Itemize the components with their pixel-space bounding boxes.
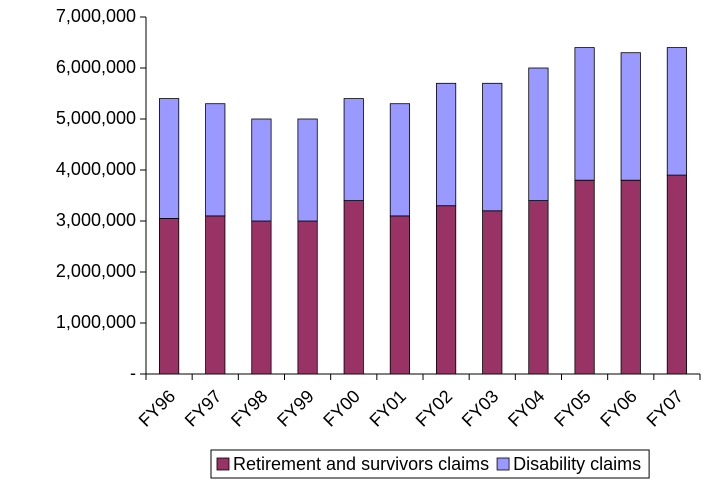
legend-swatch [496, 457, 510, 471]
bar-segment [158, 218, 180, 375]
legend-swatch [216, 457, 230, 471]
bar-segment [435, 82, 457, 207]
x-tick-label: FY06 [596, 386, 641, 431]
x-tick-label: FY03 [458, 386, 503, 431]
x-tick-label: FY07 [643, 386, 688, 431]
x-tick-label: FY00 [319, 386, 364, 431]
x-tick-label: FY99 [273, 386, 318, 431]
x-tick-label: FY97 [181, 386, 226, 431]
x-tick-label: FY01 [366, 386, 411, 431]
bar-segment [389, 215, 411, 375]
x-tick-label: FY98 [227, 386, 272, 431]
x-tick-label: FY02 [412, 386, 457, 431]
legend-box [210, 449, 650, 479]
bar-segment [158, 98, 180, 219]
bar-segment [205, 103, 226, 217]
bar-segment [528, 67, 549, 202]
legend-label: Disability claims [513, 454, 641, 474]
legend-label: Retirement and survivors claims [233, 454, 489, 474]
bar-segment [251, 118, 272, 222]
y-tick-label: 5,000,000 [56, 108, 136, 128]
bar-segment [482, 210, 503, 375]
bar-segment [251, 220, 272, 375]
bar-segment [528, 200, 549, 375]
bar-segment [389, 103, 411, 217]
y-tick-label: - [130, 363, 136, 383]
x-tick-label: FY04 [504, 386, 549, 431]
bar-segment [482, 82, 503, 212]
bar-segment [666, 47, 688, 176]
bar-segment [620, 179, 641, 375]
bar-segment [574, 47, 595, 181]
bar-segment [205, 215, 226, 375]
y-tick-label: 1,000,000 [56, 312, 136, 332]
bar-segment [574, 179, 595, 375]
bar-segment [343, 98, 364, 201]
bar-segment [666, 174, 688, 375]
bar-segment [620, 52, 641, 181]
y-tick-label: 4,000,000 [56, 159, 136, 179]
x-tick-label: FY05 [550, 386, 595, 431]
y-tick-label: 2,000,000 [56, 261, 136, 281]
bar-segment [435, 205, 457, 375]
y-tick-label: 3,000,000 [56, 210, 136, 230]
x-tick-label: FY96 [135, 386, 180, 431]
y-tick-label: 6,000,000 [56, 57, 136, 77]
bar-segment [297, 118, 318, 222]
bar-segment [297, 220, 318, 375]
y-tick-label: 7,000,000 [56, 6, 136, 26]
bar-segment [343, 200, 364, 375]
